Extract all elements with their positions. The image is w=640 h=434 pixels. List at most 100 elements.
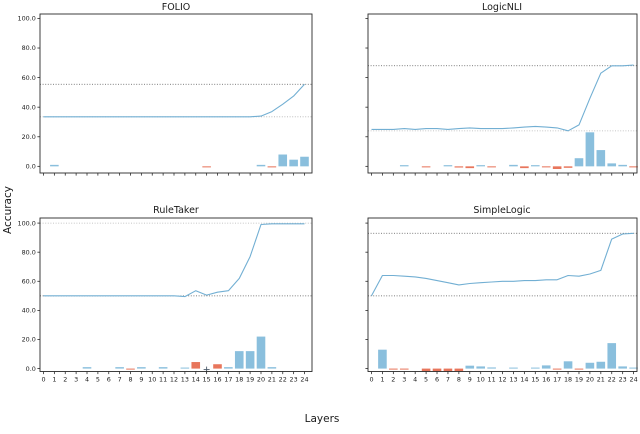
- delta-bar: [234, 351, 244, 369]
- x-tick-label: 16: [542, 376, 550, 384]
- delta-bar: [596, 361, 606, 369]
- plot-border: [367, 13, 638, 174]
- delta-bar: [618, 366, 627, 369]
- delta-bar: [278, 154, 288, 167]
- delta-bar: [454, 166, 464, 168]
- delta-bar: [585, 132, 595, 167]
- delta-bar: [443, 165, 453, 167]
- delta-bar: [256, 336, 266, 369]
- y-tick-label: 100.0: [18, 15, 36, 23]
- delta-bar: [158, 367, 168, 369]
- x-tick-label: 9: [139, 376, 143, 384]
- x-tick-label: 3: [402, 376, 406, 384]
- x-tick-label: 23: [290, 376, 298, 384]
- x-tick-label: 20: [586, 376, 594, 384]
- y-tick-label: 80.0: [22, 248, 36, 256]
- delta-bar: [476, 366, 485, 369]
- x-tick-label: 21: [268, 376, 276, 384]
- y-tick-label: 40.0: [22, 307, 36, 315]
- delta-bar: [596, 150, 606, 167]
- chart-title-folio: FOLIO: [161, 2, 191, 13]
- chart-simplelogic: 0 1 2 3 4 5 6 7 8 9 10 11 12 13 14 15 16 17 18 19 20 21 22 23 24: [365, 217, 638, 384]
- x-tick-label: 18: [564, 376, 572, 384]
- y-tick-label: 60.0: [22, 277, 36, 285]
- delta-bar: [267, 166, 277, 168]
- x-tick-label: 10: [477, 376, 485, 384]
- delta-bar: [399, 368, 409, 370]
- delta-bar: [607, 343, 617, 369]
- y-tick-label: 0.0: [26, 163, 36, 171]
- x-tick-label: 19: [246, 376, 254, 384]
- delta-bar: [574, 368, 584, 370]
- delta-bar: [50, 164, 59, 167]
- delta-bar: [432, 368, 442, 372]
- x-axis-label: Layers: [304, 413, 340, 425]
- x-tick-label: 24: [300, 376, 308, 384]
- delta-bar: [245, 351, 255, 369]
- delta-bar: [389, 368, 398, 370]
- x-tick-label: 21: [597, 376, 605, 384]
- chart-title-ruletaker: RuleTaker: [153, 205, 199, 216]
- delta-bar: [563, 361, 573, 369]
- delta-bar: [541, 365, 551, 369]
- delta-bar: [224, 367, 233, 369]
- delta-bar: [289, 159, 298, 167]
- delta-bar: [137, 367, 146, 369]
- x-tick-label: 18: [235, 376, 243, 384]
- x-tick-label: 5: [96, 376, 100, 384]
- accuracy-line: [43, 223, 305, 298]
- x-tick-label: 0: [369, 376, 373, 384]
- x-tick-label: 9: [468, 376, 472, 384]
- delta-bar: [213, 364, 222, 369]
- x-tick-label: 22: [608, 376, 616, 384]
- x-tick-label: 20: [257, 376, 265, 384]
- delta-bar: [629, 367, 638, 369]
- delta-bar: [531, 367, 540, 369]
- x-tick-label: 3: [74, 376, 78, 384]
- x-tick-label: 4: [85, 376, 89, 384]
- x-tick-label: 7: [118, 376, 122, 384]
- delta-bar: [180, 367, 190, 369]
- delta-bar: [629, 166, 638, 168]
- delta-bar: [421, 368, 431, 372]
- x-tick-label: 0: [41, 376, 45, 384]
- x-tick-label: 13: [509, 376, 517, 384]
- x-tick-label: 12: [170, 376, 178, 384]
- delta-bar: [520, 166, 529, 169]
- x-tick-label: 5: [424, 376, 428, 384]
- y-tick-label: 20.0: [22, 133, 36, 141]
- chart-folio: 0.0 20.0 40.0 60.0 80.0 100.0: [18, 13, 313, 176]
- x-tick-label: 22: [279, 376, 287, 384]
- delta-bar: [443, 368, 453, 372]
- y-tick-label: 80.0: [22, 44, 36, 52]
- delta-bar: [607, 163, 617, 167]
- delta-bar: [126, 368, 135, 370]
- delta-bar: [399, 165, 409, 167]
- delta-bar: [465, 365, 475, 369]
- y-tick-label: 20.0: [22, 336, 36, 344]
- delta-bar: [378, 349, 387, 369]
- accuracy-line: [371, 232, 634, 297]
- x-tick-label: 15: [531, 376, 539, 384]
- delta-bar: [531, 165, 540, 167]
- delta-bar: [191, 362, 201, 369]
- x-tick-label: 12: [498, 376, 506, 384]
- x-tick-label: 2: [391, 376, 395, 384]
- delta-bar: [465, 166, 475, 169]
- delta-bar: [487, 166, 496, 168]
- x-tick-label: 15: [203, 376, 211, 384]
- chart-logicnli: [365, 13, 638, 176]
- x-tick-label: 17: [553, 376, 561, 384]
- delta-bar: [487, 367, 496, 369]
- x-tick-label: 23: [619, 376, 627, 384]
- x-tick-label: 7: [446, 376, 450, 384]
- x-tick-label: 16: [213, 376, 221, 384]
- delta-bar: [574, 158, 584, 167]
- plot-border: [39, 217, 313, 372]
- delta-bar: [552, 368, 562, 370]
- x-tick-label: 11: [159, 376, 167, 384]
- accuracy-line: [371, 64, 634, 132]
- delta-bar: [541, 166, 551, 168]
- x-tick-label: 11: [488, 376, 496, 384]
